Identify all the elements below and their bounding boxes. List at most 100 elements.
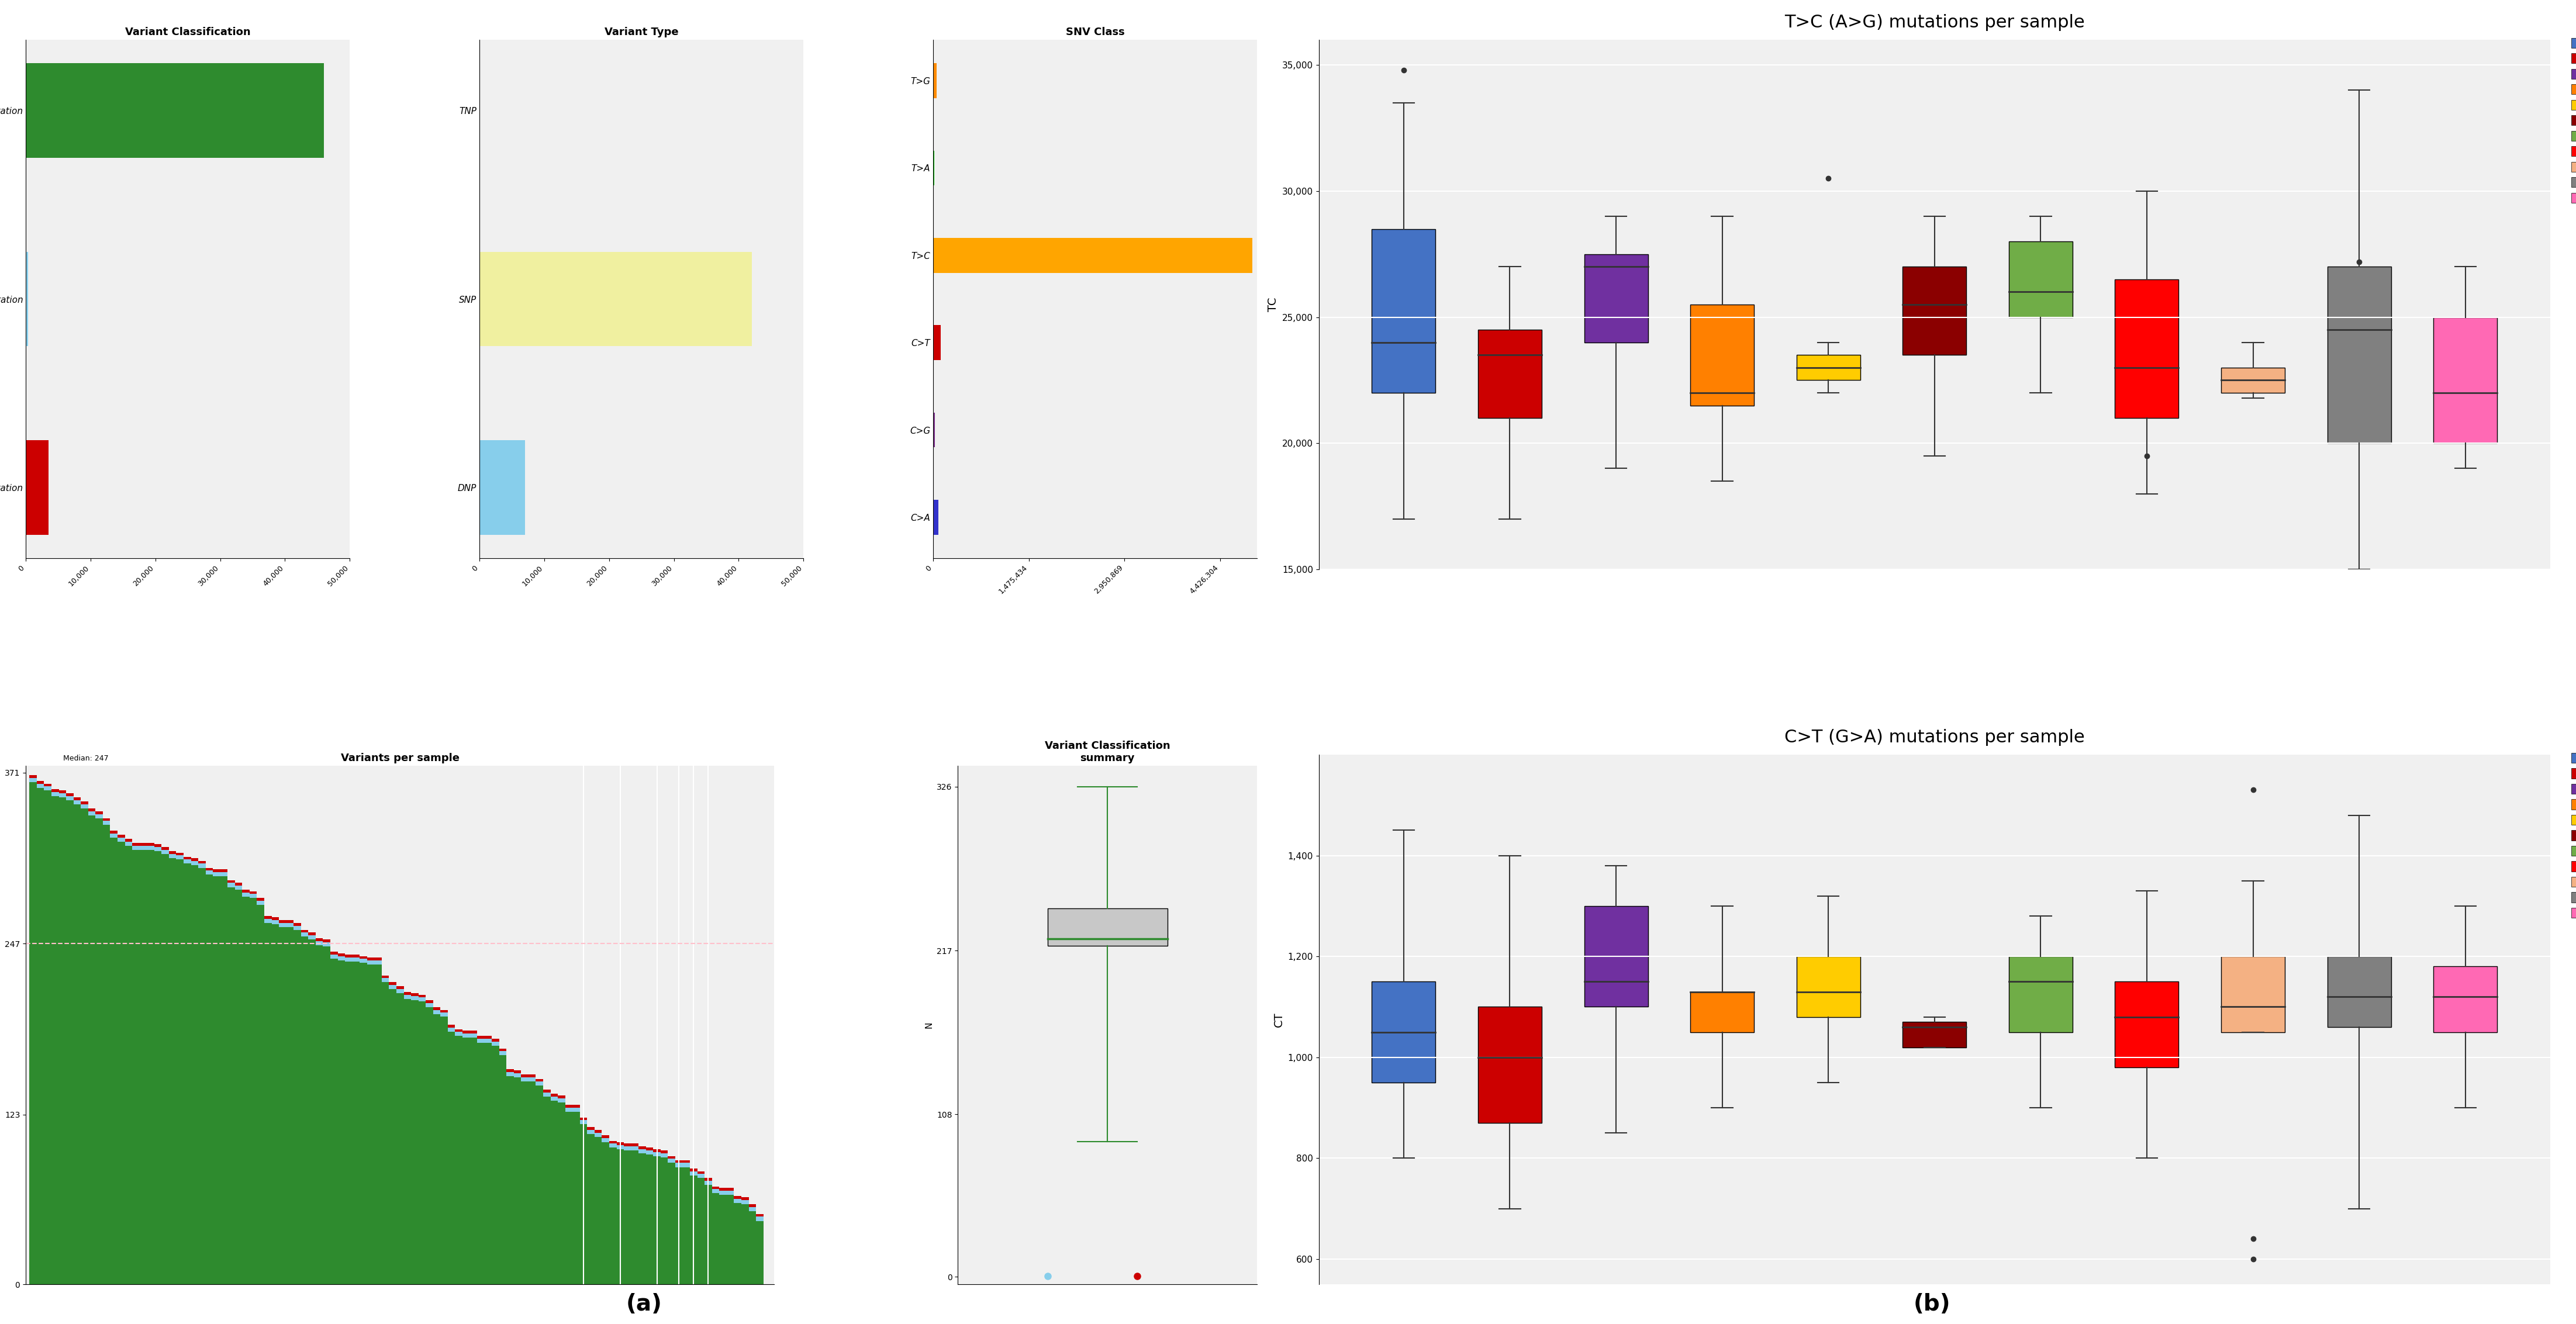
Bar <box>36 788 44 1284</box>
Bar <box>44 786 52 790</box>
Bar <box>147 850 155 1284</box>
Bar <box>667 1158 675 1162</box>
Bar <box>294 929 301 1284</box>
Bar <box>88 816 95 1284</box>
Bar <box>417 1001 425 1284</box>
Bar <box>88 812 95 816</box>
Bar <box>698 1172 706 1174</box>
Bar <box>659 1151 667 1153</box>
Bar <box>374 964 381 1284</box>
Bar <box>191 858 198 861</box>
Bar <box>603 1136 611 1139</box>
FancyBboxPatch shape <box>2221 368 2285 393</box>
Bar <box>95 818 103 1284</box>
Bar <box>330 952 337 955</box>
Bar <box>580 1120 587 1124</box>
FancyBboxPatch shape <box>2115 279 2179 418</box>
Bar <box>536 1086 544 1284</box>
Bar <box>513 1074 520 1078</box>
Bar <box>36 784 44 788</box>
Bar <box>67 793 75 796</box>
Bar <box>381 976 389 978</box>
Y-axis label: CT: CT <box>1273 1012 1285 1027</box>
Bar <box>690 1168 698 1172</box>
Bar <box>183 857 191 859</box>
Bar <box>433 1008 440 1010</box>
Bar <box>734 1204 742 1284</box>
Bar <box>544 1092 551 1096</box>
Bar <box>337 953 345 956</box>
Bar <box>603 1143 611 1284</box>
Bar <box>479 252 752 346</box>
Bar <box>520 1075 528 1078</box>
Bar <box>513 1071 520 1074</box>
Bar <box>397 989 404 993</box>
Bar <box>67 800 75 1284</box>
Bar <box>647 1155 654 1284</box>
Bar <box>183 863 191 1284</box>
Bar <box>361 963 366 1284</box>
Bar <box>234 886 242 890</box>
Bar <box>507 1072 513 1076</box>
Bar <box>711 1186 719 1189</box>
Bar <box>433 1010 440 1014</box>
Bar <box>28 779 36 782</box>
Bar <box>278 920 286 923</box>
Bar <box>26 441 49 535</box>
Bar <box>572 1112 580 1284</box>
Bar <box>639 1149 647 1153</box>
Bar <box>683 1160 690 1162</box>
Bar <box>559 1102 564 1284</box>
Bar <box>513 1078 520 1284</box>
Bar <box>147 846 155 850</box>
Bar <box>198 867 206 1284</box>
Bar <box>484 1043 492 1284</box>
Bar <box>198 861 206 863</box>
Bar <box>80 809 88 1284</box>
Bar <box>611 1144 616 1148</box>
FancyBboxPatch shape <box>2434 318 2496 444</box>
Bar <box>28 776 36 779</box>
Bar <box>559 1095 564 1098</box>
Bar <box>469 1038 477 1284</box>
Bar <box>162 850 170 854</box>
Bar <box>611 1148 616 1284</box>
Bar <box>75 805 80 1284</box>
Bar <box>469 1030 477 1033</box>
Bar <box>170 851 175 854</box>
Bar <box>623 1147 631 1151</box>
Bar <box>191 865 198 1284</box>
Bar <box>95 814 103 818</box>
Bar <box>353 955 361 957</box>
Bar <box>44 784 52 786</box>
Bar <box>500 1051 507 1055</box>
Bar <box>404 994 412 998</box>
Bar <box>631 1151 639 1284</box>
Bar <box>270 918 278 920</box>
Bar <box>118 842 124 1284</box>
Bar <box>933 64 938 98</box>
Bar <box>477 1039 484 1043</box>
Bar <box>734 1198 742 1204</box>
Bar <box>448 1027 456 1031</box>
Bar <box>191 861 198 865</box>
Bar <box>374 957 381 960</box>
FancyBboxPatch shape <box>2326 266 2391 444</box>
Bar <box>214 873 222 876</box>
Y-axis label: TC: TC <box>1267 298 1278 311</box>
FancyBboxPatch shape <box>1373 229 1435 393</box>
Bar <box>389 982 397 985</box>
Bar <box>750 1205 755 1207</box>
Bar <box>80 801 88 805</box>
Bar <box>507 1076 513 1284</box>
Bar <box>278 927 286 1284</box>
Bar <box>118 838 124 842</box>
Bar <box>564 1106 572 1108</box>
Bar <box>242 896 250 1284</box>
Bar <box>412 1000 417 1284</box>
Bar <box>337 960 345 1284</box>
Bar <box>345 955 353 957</box>
Bar <box>726 1194 734 1284</box>
Bar <box>477 1043 484 1284</box>
Text: (a): (a) <box>626 1294 662 1316</box>
